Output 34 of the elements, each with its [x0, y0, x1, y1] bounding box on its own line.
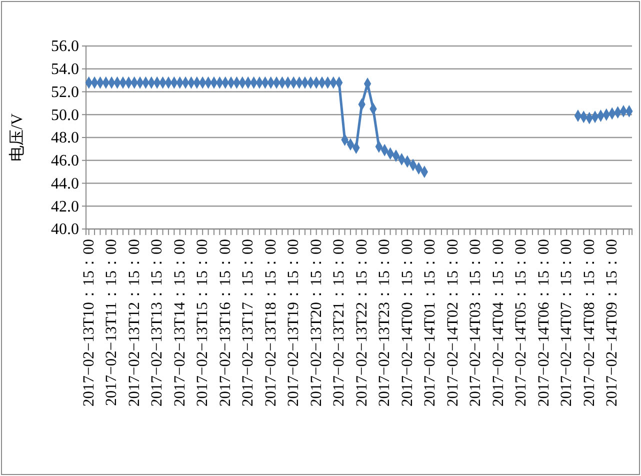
x-tick-label: 2017−02−14T08：15：00	[580, 238, 598, 406]
x-tick-label: 2017−02−13T14：15：00	[171, 238, 188, 406]
x-tick-label: 2017−02−13T23：15：00	[376, 238, 394, 406]
x-tick-label: 2017−02−14T07：15：00	[558, 238, 576, 406]
x-tick-label: 2017−02−13T19：15：00	[285, 238, 302, 406]
x-tick-label: 2017−02−13T11：15：00	[103, 238, 120, 406]
y-tick-label: 40.0	[51, 221, 79, 238]
x-tick-label: 2017−02−14T02：15：00	[444, 238, 462, 406]
x-tick-label: 2017−02−13T17：15：00	[240, 238, 257, 406]
x-tick-label: 2017−02−13T13：15：00	[148, 238, 166, 406]
x-tick-label: 2017−02−13T22：15：00	[353, 238, 370, 406]
y-axis-title: 电压/V	[8, 113, 26, 162]
y-tick-label: 50.0	[51, 106, 79, 124]
y-tick-label: 42.0	[51, 198, 79, 216]
x-tick-label: 2017−02−14T09：15：00	[604, 238, 621, 406]
x-tick-label: 2017−02−13T10：15：00	[80, 238, 98, 406]
x-tick-label: 2017−02−13T16：15：00	[216, 238, 234, 406]
y-tick-label: 54.0	[51, 60, 79, 78]
x-tick-label: 2017−02−13T20：15：00	[308, 238, 325, 406]
x-tick-label: 2017−02−14T05：15：00	[512, 238, 530, 406]
x-tick-label: 2017−02−13T21：15：00	[330, 238, 348, 406]
x-tick-label: 2017−02−14T01：15：00	[422, 238, 439, 406]
x-tick-label: 2017−02−13T12：15：00	[126, 238, 143, 406]
y-tick-label: 44.0	[51, 175, 79, 192]
x-tick-label: 2017−02−13T15：15：00	[194, 238, 212, 406]
x-tick-label: 2017−02−14T00：15：00	[398, 238, 416, 406]
y-tick-label: 52.0	[51, 84, 79, 101]
y-tick-label: 46.0	[51, 152, 79, 170]
y-tick-label: 48.0	[51, 130, 79, 147]
y-tick-label: 56.0	[51, 38, 79, 56]
x-tick-label: 2017−02−14T03：15：00	[467, 238, 484, 406]
x-tick-label: 2017−02−13T18：15：00	[262, 238, 280, 406]
x-tick-label: 2017−02−14T04：15：00	[490, 238, 507, 406]
x-tick-label: 2017−02−14T06：15：00	[535, 238, 552, 406]
